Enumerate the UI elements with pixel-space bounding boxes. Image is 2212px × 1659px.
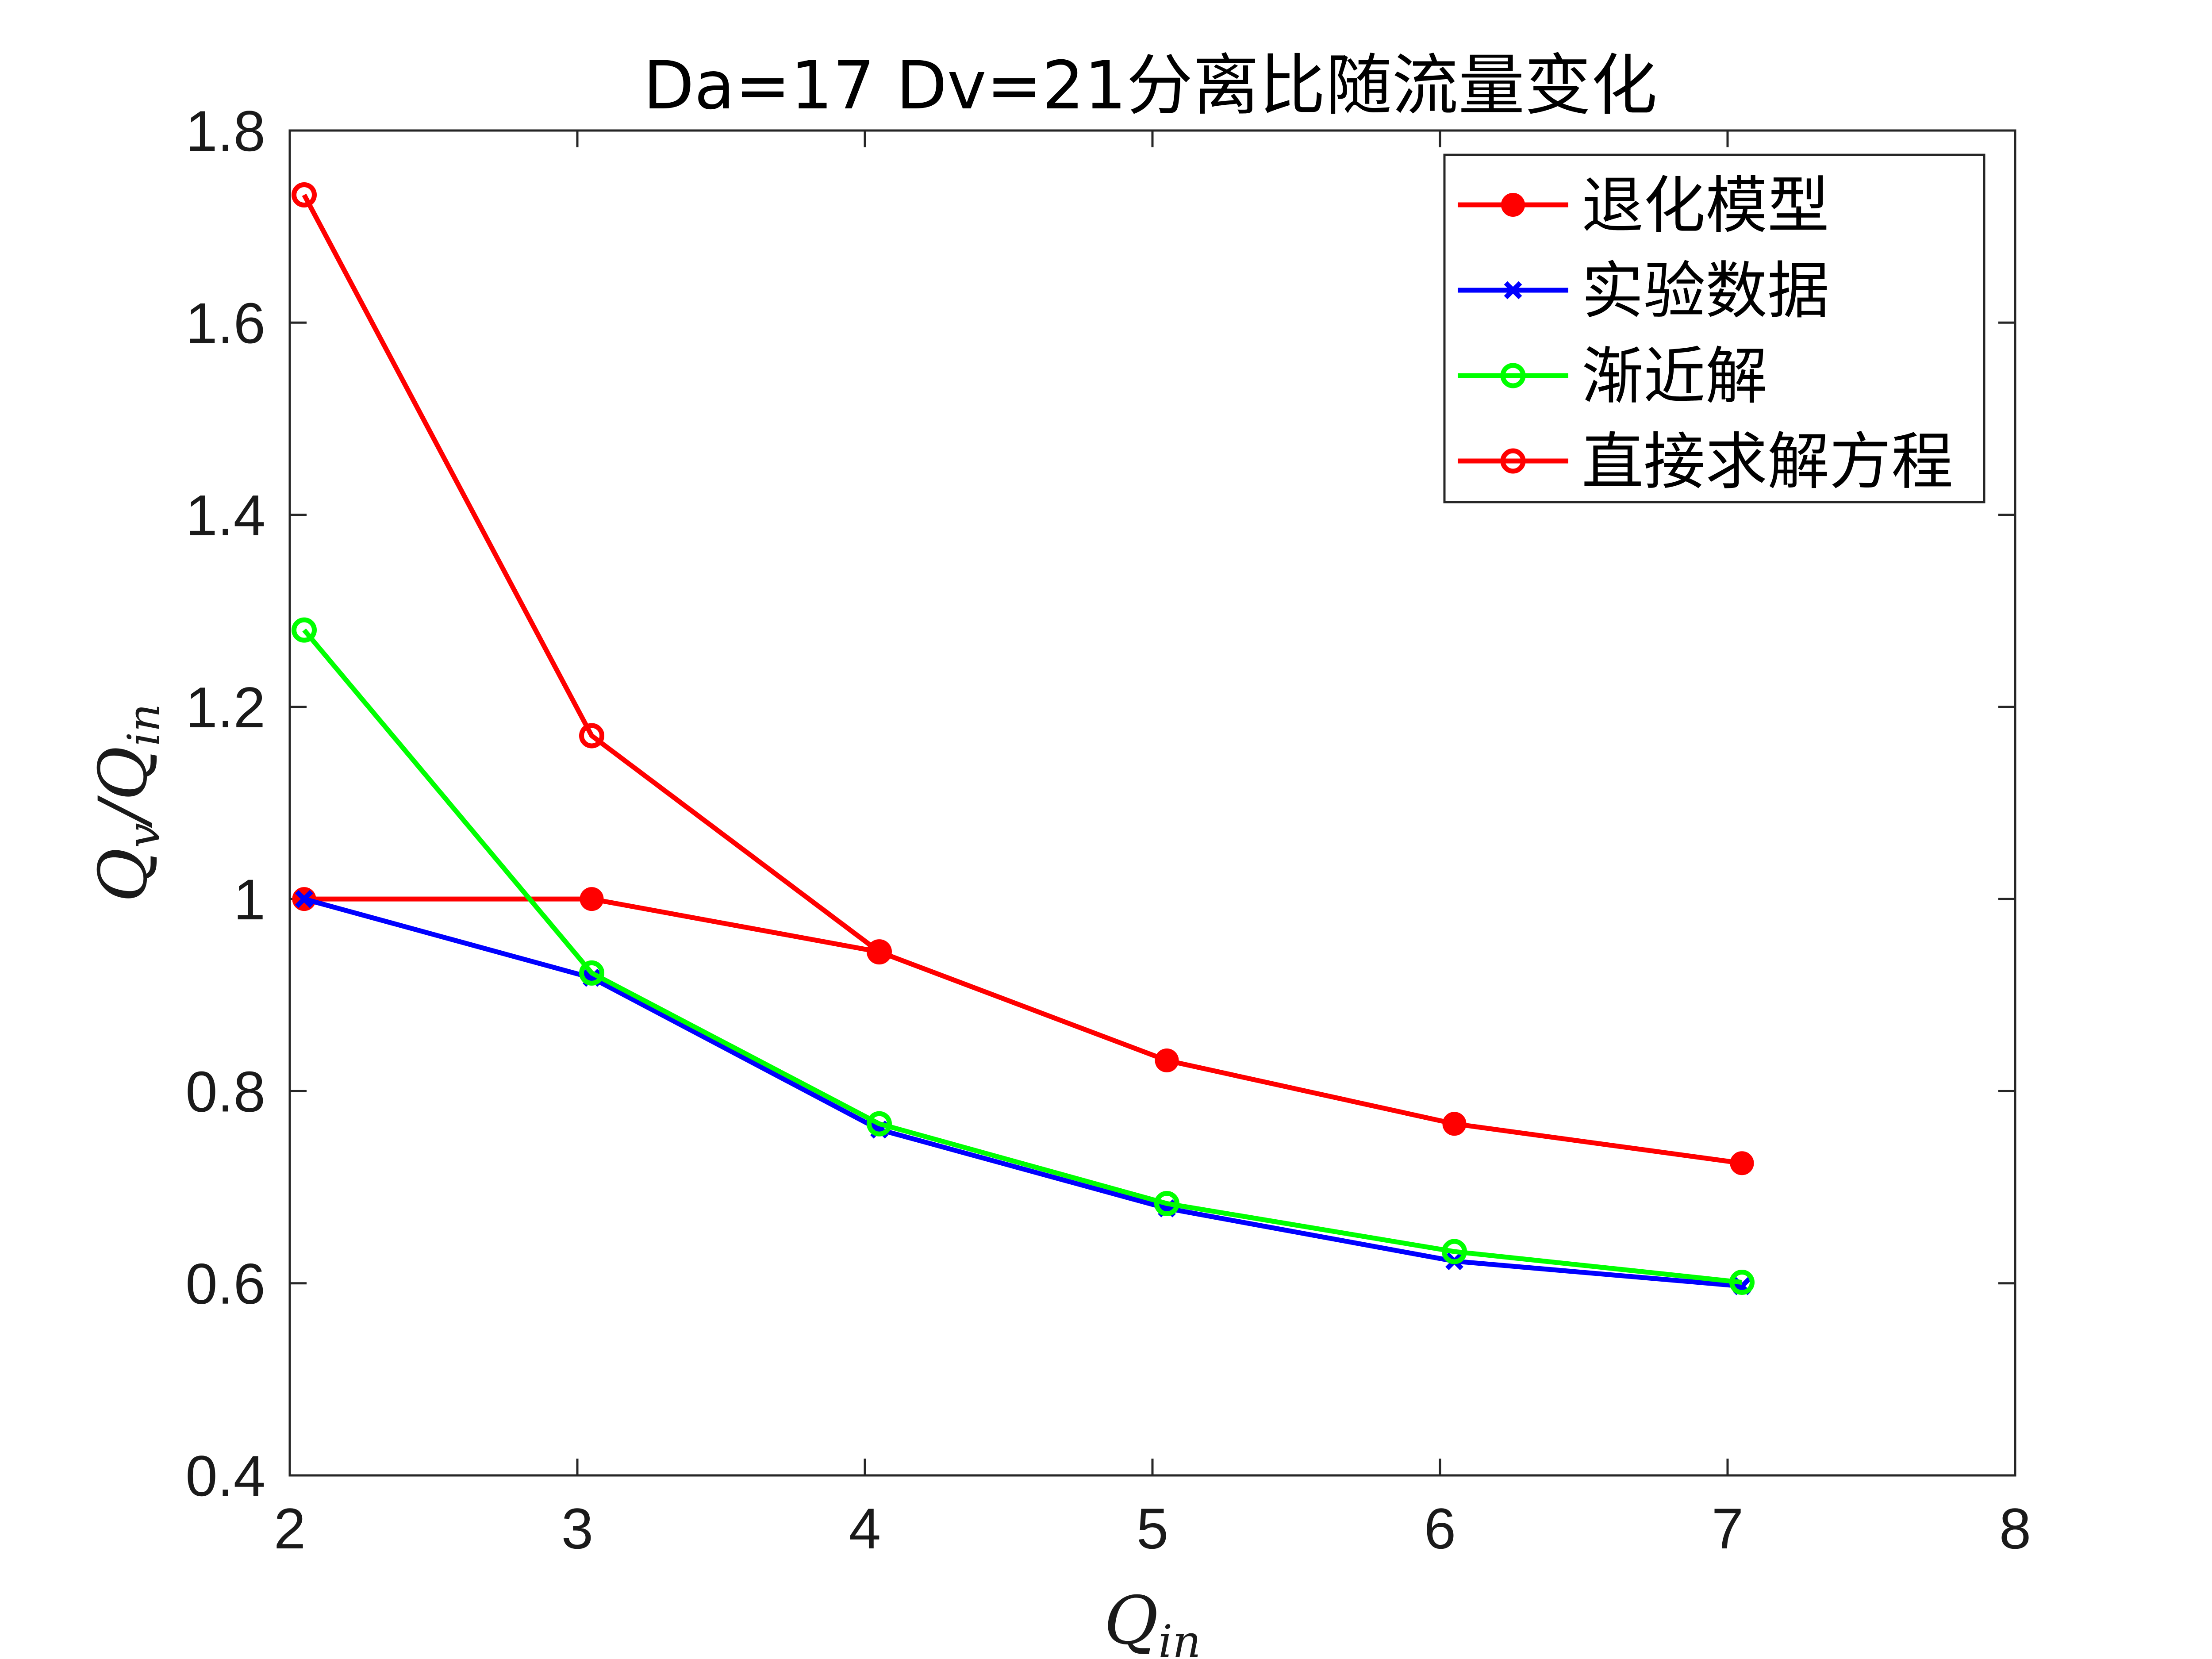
x-tick-label: 7 [1712,1496,1743,1561]
legend-label: 实验数据 [1582,255,1829,327]
marker-x [1504,281,1522,300]
marker-dot [1730,1151,1754,1175]
x-tick-label: 5 [1137,1496,1168,1561]
legend-label: 退化模型 [1582,170,1829,242]
x-tick-label: 3 [561,1496,593,1561]
chart-title: Da=17 Dv=21分离比随流量变化 [643,47,1657,124]
y-tick-label: 1.6 [185,291,265,355]
legend-item: 直接求解方程 [1458,426,1953,498]
marker-dot [1155,1048,1179,1072]
y-tick-label: 1.2 [185,675,265,740]
marker-circle [292,617,317,643]
series-line [303,896,1742,1289]
legend-box [1443,154,1985,503]
series-layer [292,182,1755,1295]
y-tick-label: 0.6 [185,1252,265,1316]
y-tick-label: 1.8 [185,99,265,163]
x-tick-label: 4 [849,1496,881,1561]
legend-label: 直接求解方程 [1582,426,1953,498]
x-tick-label: 8 [1999,1496,2031,1561]
marker-dot [580,887,604,911]
y-axis-label: Qv/Qin [85,703,170,902]
legend-label: 渐近解 [1582,341,1767,413]
x-axis-label: Qin [1104,1582,1201,1659]
marker-circle [579,723,604,749]
marker-circle [1442,1239,1467,1264]
x-tick-label: 6 [1424,1496,1456,1561]
y-tick-label: 1 [234,867,265,932]
y-tick-label: 0.8 [185,1059,265,1124]
series-line [302,628,1743,1285]
marker-circle [1500,448,1526,474]
marker-dot [1442,1112,1467,1136]
marker-x [295,890,313,908]
marker-circle [867,1111,892,1137]
marker-circle [292,182,317,207]
series-line [302,193,881,954]
marker-circle [1154,1190,1179,1216]
y-tick-label: 0.4 [185,1444,265,1508]
series-3 [292,182,892,965]
legend-item: 退化模型 [1458,170,1829,242]
marker-circle [867,939,892,965]
series-line [304,896,1743,1166]
marker-circle [579,960,604,986]
tick-labels: 2 3 4 5 6 7 8 0.4 0.6 0.8 1 1.2 1.4 1.6 1.8 [185,99,2031,1561]
legend-item: 实验数据 [1458,255,1829,327]
series-2 [292,617,1755,1295]
legend-item: 渐近解 [1458,341,1767,413]
marker-circle [1729,1270,1755,1295]
y-tick-label: 1.4 [185,483,265,548]
marker-dot [1501,193,1525,217]
x-tick-label: 2 [274,1496,306,1561]
marker-circle [1500,363,1526,388]
